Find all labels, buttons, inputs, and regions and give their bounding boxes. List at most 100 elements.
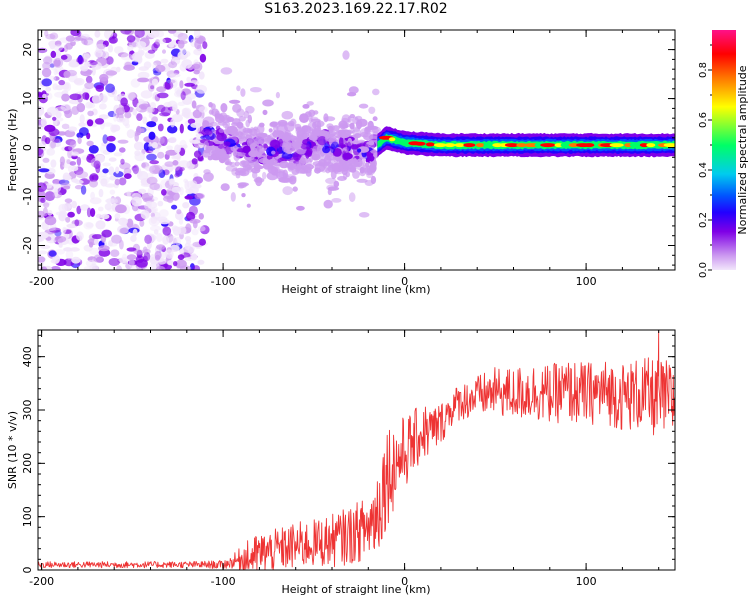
heat-cell [324,133,337,142]
tone-peak [568,143,580,148]
heat-cell [325,167,331,174]
heat-cell [58,179,70,186]
heat-cell [65,250,74,260]
heat-cell [305,149,310,159]
heat-cell [46,106,59,117]
tone-peak [624,143,633,148]
heat-cell [86,140,94,147]
heat-cell [65,216,71,223]
heat-cell [41,78,52,87]
heat-cell [60,182,71,188]
heat-cell [218,113,224,122]
tone-peak [475,143,485,148]
heat-cell [223,141,231,147]
heat-cell [64,232,70,239]
y-tick-label: 300 [21,400,34,421]
heat-cell [165,149,178,156]
heat-cell [93,254,103,263]
heat-cell [115,107,126,115]
heat-cell [90,191,95,200]
heat-cell [164,161,175,167]
heat-cell [175,236,181,246]
heat-cell [317,136,327,146]
heat-cell [310,118,321,123]
heat-cell [211,146,218,154]
heat-cell [149,160,159,165]
figure-title: S163.2023.169.22.17.R02 [264,1,448,17]
heat-cell [308,115,313,123]
heat-cell [262,171,267,180]
heat-cell [256,124,265,134]
heat-cell [262,143,268,149]
heat-cell [143,61,152,69]
heat-cell [99,103,107,110]
heat-cell [83,221,94,230]
heat-cell [151,206,158,214]
heat-cell [279,160,289,169]
heat-cell [281,141,290,151]
heat-cell [102,168,109,174]
heat-cell [189,139,201,144]
heat-cell [42,207,48,217]
x-tick-label: 0 [401,275,408,288]
heat-cell [108,157,117,162]
heat-cell [40,118,47,127]
heat-cell [252,171,258,179]
heat-cell [86,119,94,127]
heat-cell [120,158,125,165]
heat-cell [228,99,241,104]
heat-cell [134,30,145,38]
heat-cell [312,145,320,154]
heat-cell [89,179,98,188]
heat-cell [176,152,181,162]
heat-cell [198,71,205,80]
heat-cell [71,165,79,172]
heat-cell [341,150,347,160]
heat-cell [302,104,310,109]
heat-cell [38,262,42,269]
heat-cell [157,258,167,265]
heat-cell [95,43,107,50]
heat-cell [364,180,374,186]
heat-cell [83,53,90,60]
heat-cell [236,121,244,129]
heat-cell [108,166,115,176]
heat-cell [357,118,368,127]
snr-ylabel: SNR (10 * v/v) [6,411,19,489]
x-tick-label: -100 [211,575,236,588]
heat-cell [106,197,118,205]
heat-cell [225,115,230,122]
heat-cell [85,222,94,228]
heat-cell [191,158,198,165]
heat-cell [367,120,374,131]
heat-cell [156,244,166,251]
y-tick-label: 100 [21,506,34,527]
colorbar-label: Normalized spectral amplitude [736,65,749,234]
heat-cell [358,212,370,218]
heat-cell [115,204,127,214]
heat-cell [73,77,85,86]
x-tick-label: 100 [576,275,597,288]
heat-cell [229,161,236,167]
x-tick-label: 0 [401,575,408,588]
heat-cell [197,225,206,232]
heat-cell [52,254,60,264]
heat-cell [107,44,114,53]
heat-cell [324,116,336,122]
heat-cell [171,113,183,123]
heat-cell [54,235,67,243]
heat-cell [126,190,131,197]
heat-cell [354,161,361,168]
tone-peak [504,143,520,148]
heat-cell [71,256,81,264]
heat-cell [98,188,104,198]
heat-cell [45,86,52,92]
heat-cell [95,213,103,219]
heat-cell [197,259,205,265]
heat-cell [147,49,156,54]
heat-cell [43,56,53,65]
heat-cell [287,163,294,172]
tone-peak [516,143,527,148]
heat-cell [366,151,372,161]
colorbar-gradient [712,30,736,270]
